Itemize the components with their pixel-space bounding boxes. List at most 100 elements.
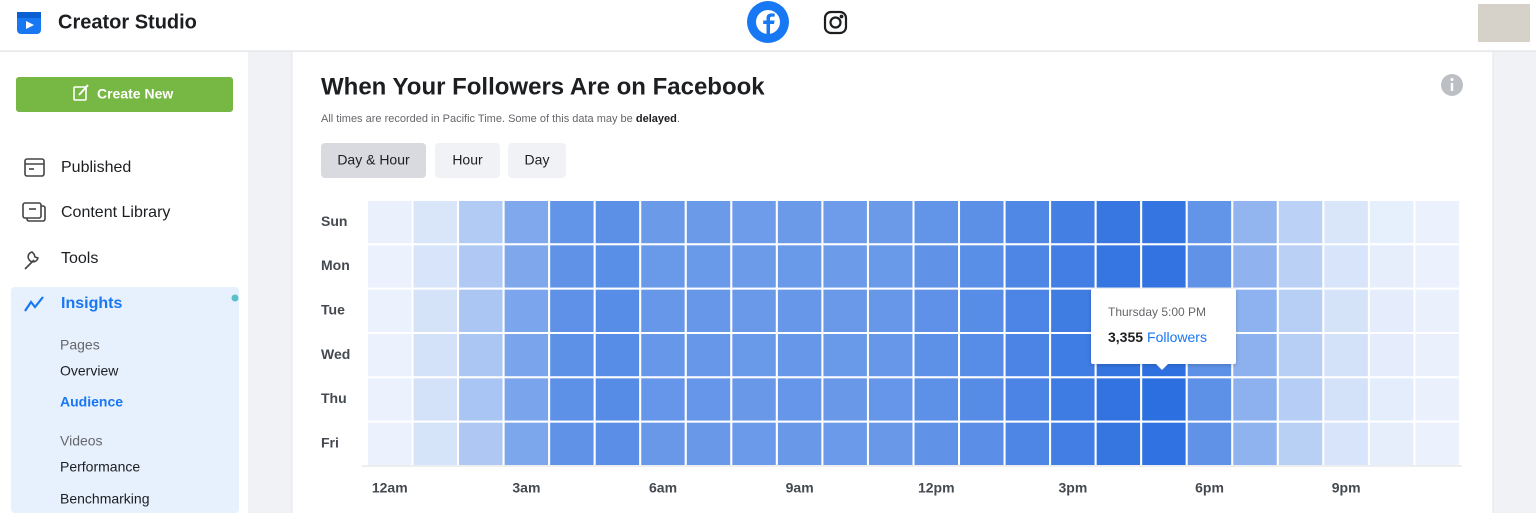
nav-item[interactable]: Content Library (61, 204, 170, 221)
heat-cell (1003, 332, 1052, 379)
notification-dot (231, 294, 239, 302)
tab-label: Day & Hour (337, 152, 410, 168)
y-tick-label: Wed (321, 346, 350, 362)
facebook-tab[interactable] (747, 1, 789, 43)
heat-cell (1140, 376, 1188, 423)
heat-cell (866, 420, 915, 467)
heat-cell (912, 420, 961, 467)
heat-cell (548, 332, 596, 379)
heat-cell (1185, 199, 1234, 246)
heat-cell (411, 376, 460, 423)
tooltip-number: 3,355 (1108, 329, 1143, 345)
heat-cell (502, 420, 551, 467)
heat-cell (1231, 243, 1279, 290)
heat-cell (1322, 199, 1370, 246)
heat-cell (1049, 420, 1097, 467)
logo (17, 12, 41, 34)
heat-cell (548, 420, 596, 467)
heat-cell (457, 376, 505, 423)
heat-cell (366, 199, 414, 246)
heat-cell (366, 287, 414, 334)
heat-cell (366, 243, 414, 290)
nav-item[interactable]: Tools (61, 250, 98, 267)
heat-cell (502, 332, 551, 379)
heat-cell (866, 243, 915, 290)
heat-cell (593, 243, 642, 290)
heat-cell (958, 243, 1006, 290)
tab[interactable]: Hour (435, 143, 500, 178)
info-icon[interactable] (1441, 74, 1463, 96)
group-label: Pages (60, 337, 100, 353)
heat-cell (1322, 243, 1370, 290)
sub-item[interactable]: Overview (60, 363, 119, 379)
heat-cell (775, 376, 824, 423)
heat-cell (1231, 332, 1279, 379)
heat-cell (958, 332, 1006, 379)
heat-cell (958, 420, 1006, 467)
heat-cell (1094, 243, 1143, 290)
y-tick-label: Sun (321, 213, 347, 229)
heat-cell (593, 420, 642, 467)
heat-cell (775, 199, 824, 246)
heat-cell (1276, 332, 1325, 379)
heat-cell (502, 376, 551, 423)
x-tick-label: 6am (649, 480, 677, 496)
heat-cell (1094, 376, 1143, 423)
tab[interactable]: Day & Hour (321, 143, 426, 178)
x-tick-label: 12am (372, 480, 408, 496)
heat-cell (866, 376, 915, 423)
y-tick-label: Fri (321, 435, 339, 451)
heat-cell (1094, 420, 1143, 467)
heat-cell (1367, 243, 1416, 290)
y-tick-label: Tue (321, 302, 345, 318)
tab[interactable]: Day (508, 143, 566, 178)
heat-cell (593, 332, 642, 379)
nav-item-active[interactable]: Insights (61, 295, 122, 312)
heat-cell (366, 376, 414, 423)
app-title: Creator Studio (58, 11, 197, 33)
heat-cell (730, 420, 778, 467)
heat-cell (912, 243, 961, 290)
heat-cell (1003, 243, 1052, 290)
nav-item[interactable]: Published (61, 159, 131, 176)
heat-cell (457, 420, 505, 467)
instagram-tab[interactable] (823, 10, 848, 35)
heat-cell (912, 376, 961, 423)
sub-item-active[interactable]: Audience (60, 394, 123, 410)
chart-title: When Your Followers Are on Facebook (321, 73, 765, 100)
heat-cell (730, 332, 778, 379)
x-tick-label: 6pm (1195, 480, 1224, 496)
heat-cell (502, 199, 551, 246)
subtitle-text: . (677, 113, 680, 125)
create-new-button[interactable]: Create New (16, 77, 233, 112)
active-section (11, 287, 239, 513)
heat-cell (1322, 287, 1370, 334)
heat-cell (1367, 420, 1416, 467)
heat-cell (457, 243, 505, 290)
heat-cell (593, 199, 642, 246)
heat-cell (502, 287, 551, 334)
x-tick-label: 9am (786, 480, 814, 496)
heat-cell (502, 243, 551, 290)
heat-cell (821, 420, 869, 467)
heat-cell (1049, 199, 1097, 246)
heat-cell (639, 199, 687, 246)
heat-cell (639, 243, 687, 290)
heat-cell (684, 243, 733, 290)
heat-cell (1003, 420, 1052, 467)
heat-cell (866, 199, 915, 246)
heat-cell (1322, 332, 1370, 379)
heat-cell (457, 199, 505, 246)
sub-item[interactable]: Benchmarking (60, 491, 150, 507)
heat-cell (593, 376, 642, 423)
heat-cell (1413, 199, 1462, 246)
tooltip-arrow (1155, 363, 1169, 370)
heat-cell (821, 332, 869, 379)
heat-cell (411, 420, 460, 467)
heat-cell (912, 332, 961, 379)
heat-cell (1003, 199, 1052, 246)
heat-cell (1322, 376, 1370, 423)
avatar[interactable] (1478, 4, 1530, 42)
sub-item[interactable]: Performance (60, 459, 140, 475)
